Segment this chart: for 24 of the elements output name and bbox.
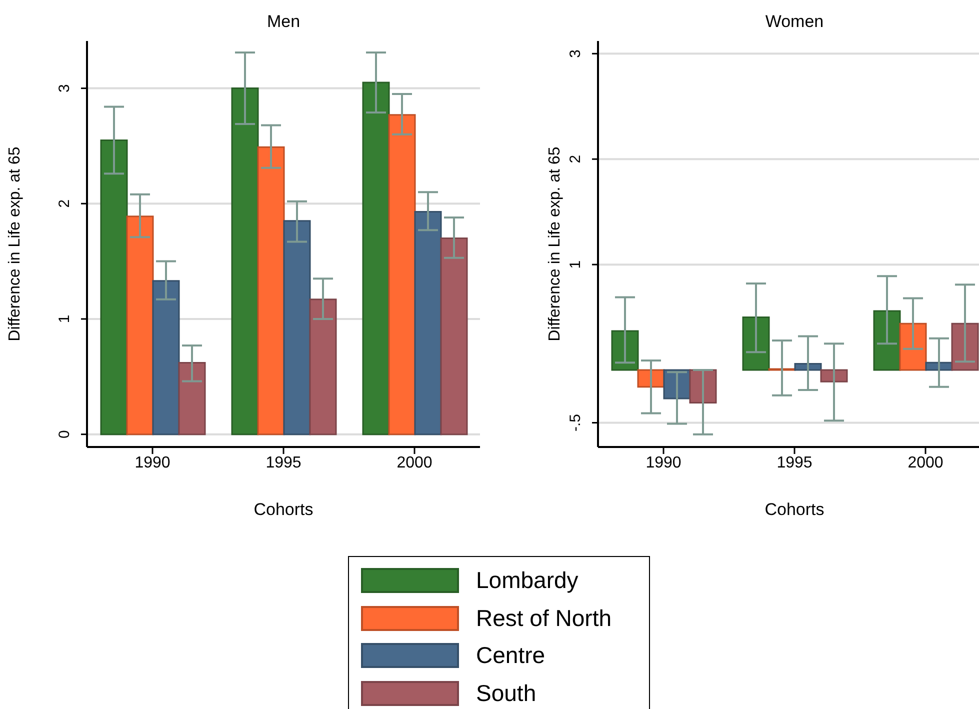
y-axis-title: Difference in Life exp. at 65 xyxy=(546,146,564,342)
x-tick-label: 2000 xyxy=(396,454,432,472)
y-tick-label: -.5 xyxy=(567,414,584,432)
legend-label: Centre xyxy=(476,642,546,669)
y-tick-label: 2 xyxy=(567,154,584,164)
y-tick-label: 2 xyxy=(56,199,73,208)
x-tick-label: 1990 xyxy=(646,454,682,472)
x-tick-label: 1995 xyxy=(776,454,812,472)
y-tick-label: 3 xyxy=(56,84,73,92)
x-tick-label: 1990 xyxy=(134,454,170,472)
legend-label: South xyxy=(476,680,536,706)
chart-title: Men xyxy=(266,12,302,32)
y-axis-title: Difference in Life exp. at 65 xyxy=(6,146,24,342)
chart-title: Women xyxy=(764,12,825,32)
legend-label: Lombardy xyxy=(476,567,578,594)
x-axis-title: Cohorts xyxy=(254,500,314,519)
y-tick-label: 0 xyxy=(56,430,73,438)
x-tick-label: 2000 xyxy=(908,454,944,472)
x-tick-label: 1995 xyxy=(266,454,302,472)
legend-label: Rest of North xyxy=(476,604,612,632)
y-tick-label: 3 xyxy=(567,49,584,58)
y-tick-label: 1 xyxy=(56,314,73,324)
x-axis-title: Cohorts xyxy=(764,500,824,519)
y-tick-label: 1 xyxy=(567,260,584,269)
